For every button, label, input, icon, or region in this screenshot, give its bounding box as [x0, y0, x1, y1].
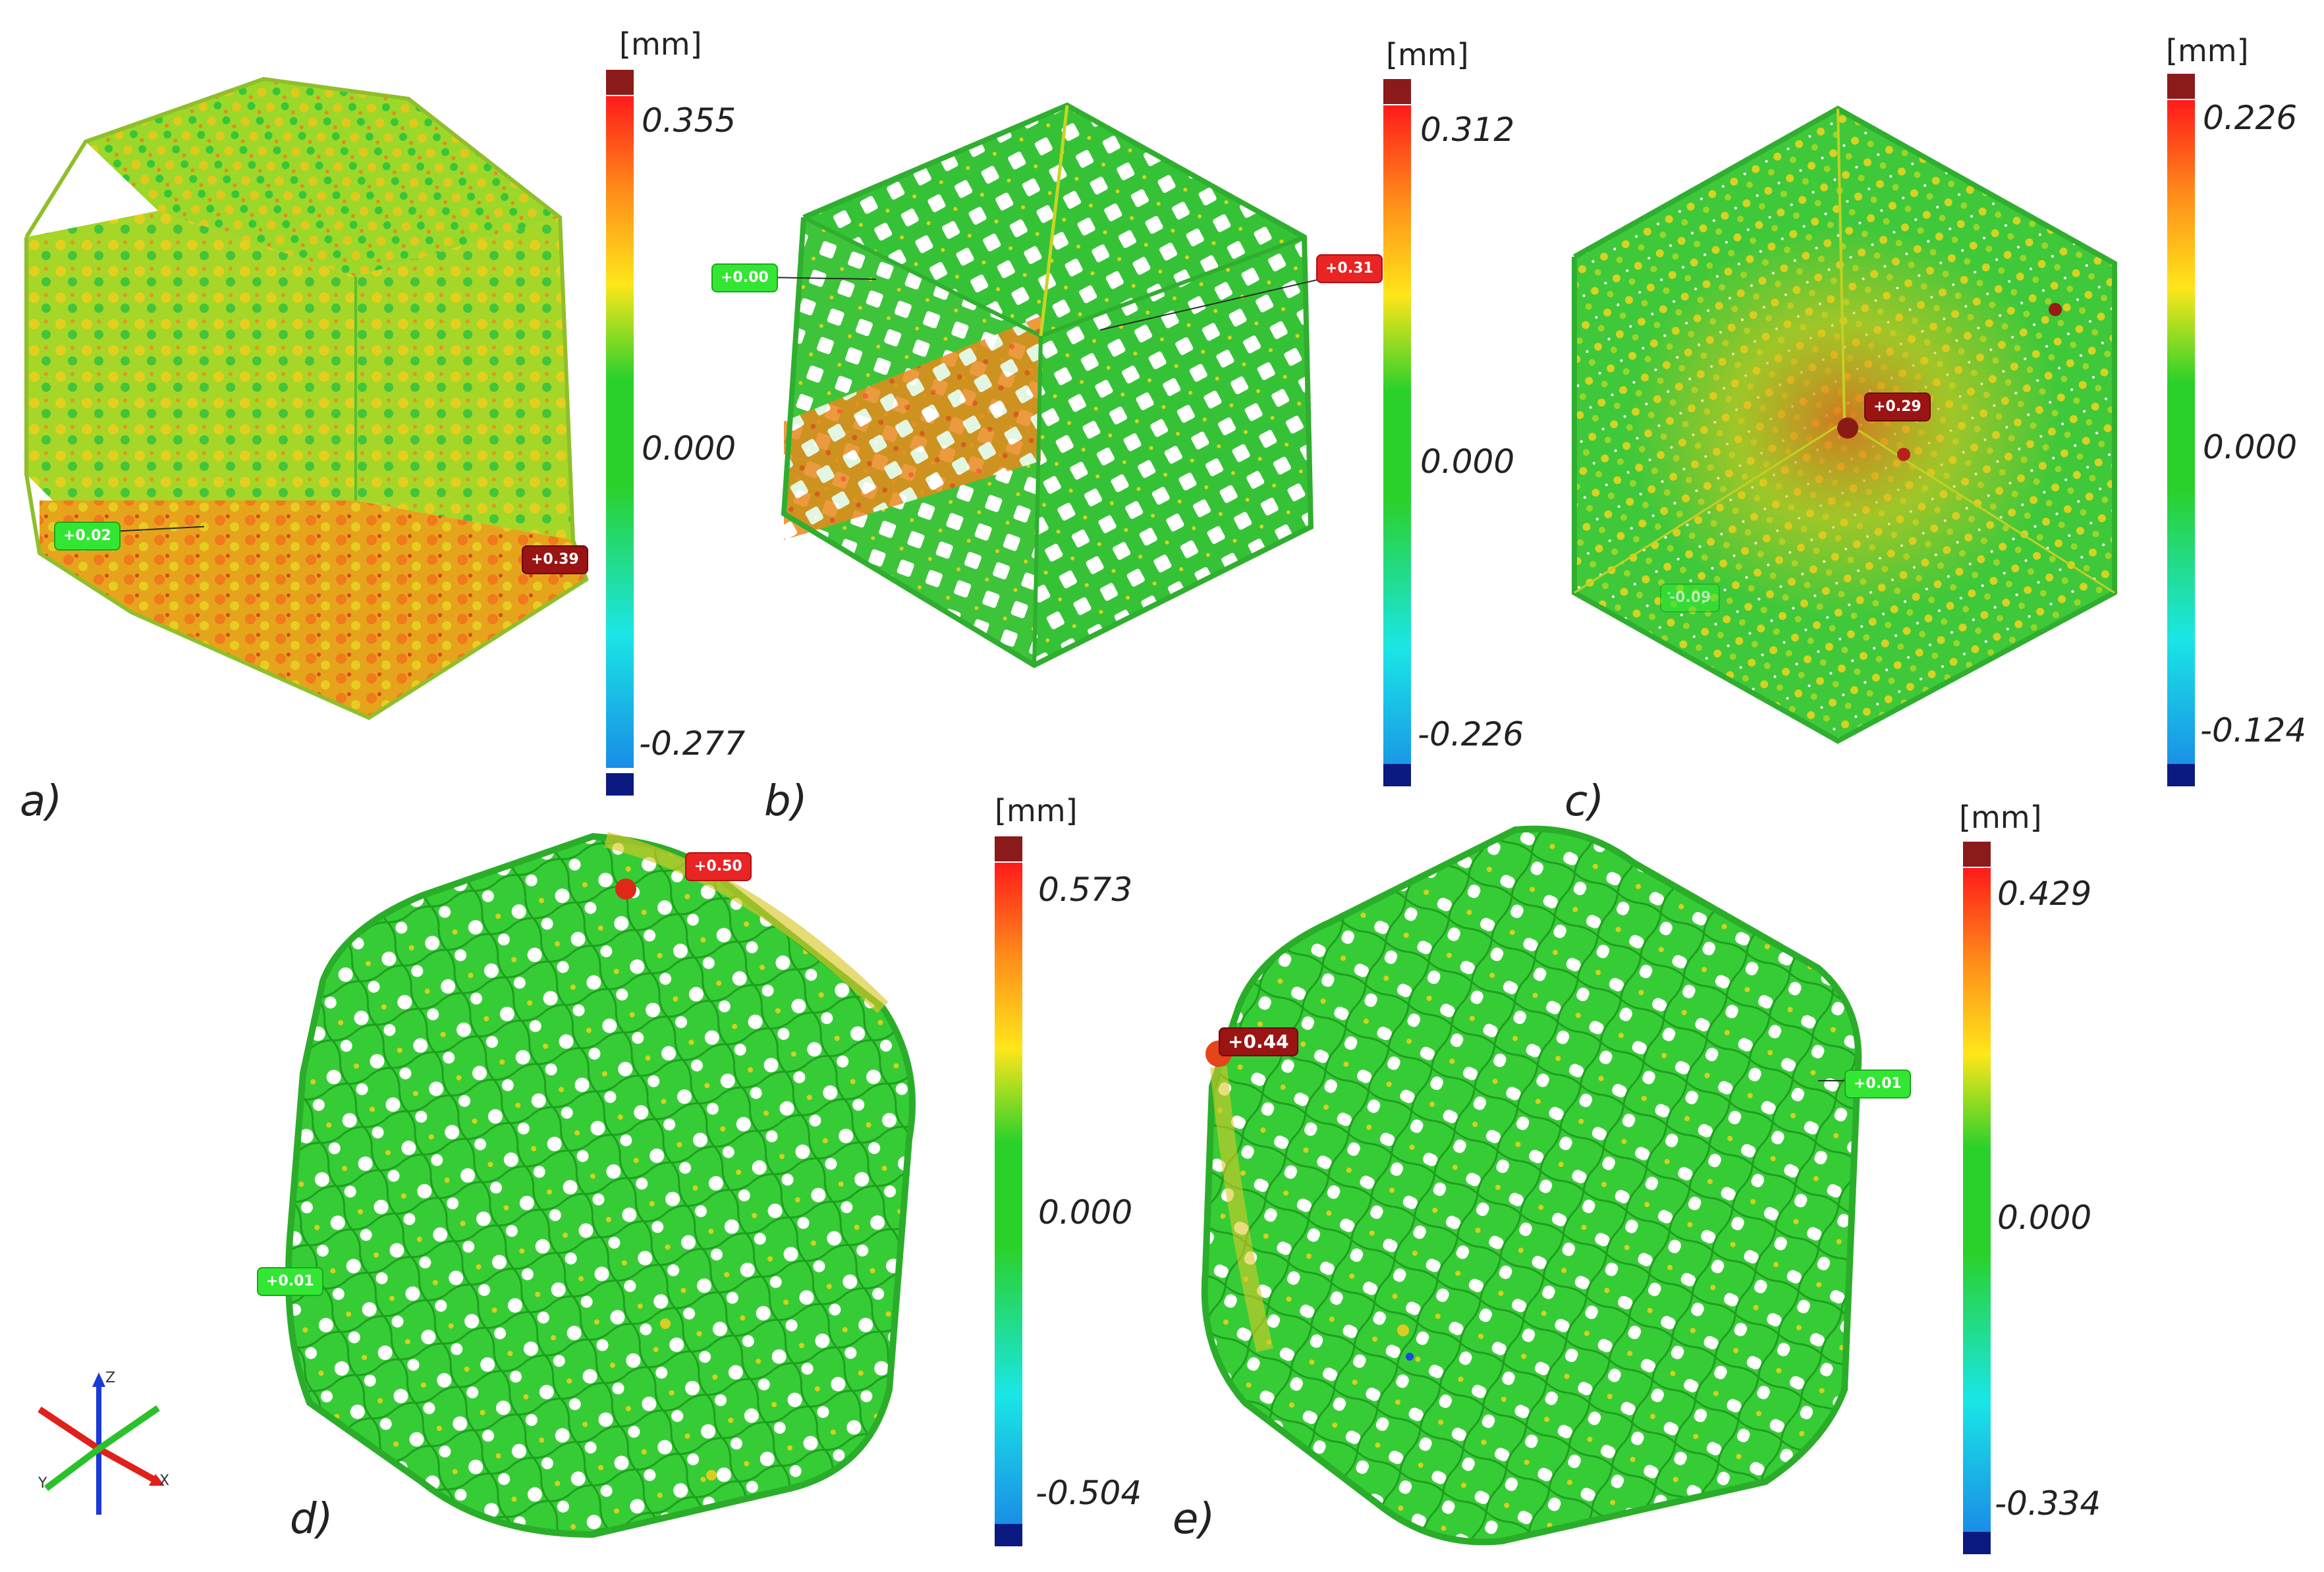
panel-label-c: c): [1564, 777, 1605, 826]
deviation-flag-c1: +0.29: [1864, 393, 1931, 421]
cube-deviation-map-c: [1572, 105, 2117, 744]
colorbar-c: [mm] 0.226 0.000 -0.124: [2161, 33, 2324, 797]
deviation-flag-b2: +0.31: [1316, 254, 1383, 283]
colorbar-unit-a: [mm]: [619, 26, 702, 62]
cube-deviation-map-b: [781, 102, 1314, 668]
axis-label-x: X: [159, 1473, 170, 1489]
panel-label-d: d): [290, 1495, 333, 1544]
panel-c: +0.29 -0.09 c): [1535, 0, 2161, 830]
colorbar-max-b: 0.312: [1420, 111, 1515, 149]
cube-deviation-map-e: [1201, 825, 1862, 1546]
deviation-flag-d1: +0.50: [685, 852, 752, 881]
deviation-flag-b1: +0.00: [711, 263, 778, 292]
colorbar-e: [mm] 0.429 0.000 -0.334: [1956, 800, 2128, 1563]
colorbar-gradient-b: [1383, 105, 1411, 784]
colorbar-b: [mm] 0.312 0.000 -0.226: [1383, 37, 1555, 801]
colorbar-gradient-a: [606, 96, 634, 768]
panel-e: +0.44 +0.01 e): [1159, 810, 1950, 1572]
panel-label-e: e): [1173, 1495, 1215, 1544]
colorbar-zero-c: 0.000: [2203, 428, 2298, 466]
colorbar-zero-a: 0.000: [642, 429, 736, 468]
colorbar-min-d: -0.504: [1036, 1474, 1142, 1512]
colorbar-min-swatch-e: [1963, 1532, 1991, 1554]
deviation-flag-d2: +0.01: [257, 1267, 323, 1296]
panel-d: +0.50 +0.01 d): [224, 810, 1001, 1572]
colorbar-max-swatch-a: [606, 70, 634, 95]
colorbar-max-swatch-b: [1383, 79, 1411, 104]
colorbar-gradient-c: [2167, 100, 2195, 772]
axis-label-z: Z: [105, 1370, 116, 1386]
deviation-flag-e1: +0.44: [1219, 1027, 1298, 1056]
colorbar-unit-b: [mm]: [1386, 37, 1469, 72]
cube-deviation-map-a: [24, 76, 589, 720]
colorbar-zero-d: 0.000: [1038, 1193, 1133, 1232]
colorbar-min-swatch-d: [995, 1524, 1022, 1546]
panel-b: +0.00 +0.31 b): [711, 0, 1403, 830]
cube-deviation-map-d: [285, 832, 916, 1538]
colorbar-min-c: -0.124: [2200, 711, 2307, 749]
colorbar-gradient-d: [995, 863, 1022, 1528]
colorbar-min-a: -0.277: [639, 724, 746, 763]
colorbar-gradient-e: [1963, 868, 1991, 1533]
deviation-flag-e2: +0.01: [1844, 1070, 1911, 1098]
deviation-flag-c2: -0.09: [1660, 583, 1721, 612]
colorbar-min-swatch-a: [606, 773, 634, 796]
colorbar-max-c: 0.226: [2203, 99, 2298, 137]
axes-icon: [38, 1372, 165, 1515]
colorbar-zero-e: 0.000: [1997, 1199, 2092, 1237]
colorbar-unit-d: [mm]: [995, 793, 1078, 828]
colorbar-min-swatch-c: [2167, 764, 2195, 786]
colorbar-max-swatch-e: [1963, 842, 1991, 867]
panel-a: +0.02 +0.39 a): [0, 0, 738, 830]
colorbar-max-swatch-d: [995, 836, 1022, 861]
colorbar-max-swatch-c: [2167, 74, 2195, 99]
coordinate-axes-triad: Z X Y: [33, 1370, 178, 1528]
colorbar-max-d: 0.573: [1038, 871, 1133, 909]
axis-label-y: Y: [38, 1475, 47, 1492]
colorbar-max-e: 0.429: [1997, 875, 2092, 913]
colorbar-d: [mm] 0.573 0.000 -0.504: [995, 793, 1166, 1557]
panel-label-a: a): [20, 777, 63, 826]
colorbar-min-b: -0.226: [1418, 715, 1524, 753]
colorbar-zero-b: 0.000: [1420, 443, 1515, 481]
deviation-flag-a1: +0.02: [54, 522, 121, 551]
colorbar-max-a: 0.355: [642, 101, 736, 140]
colorbar-min-swatch-b: [1383, 764, 1411, 786]
colorbar-a: [mm] 0.355 0.000 -0.277: [606, 26, 777, 796]
panel-label-b: b): [764, 777, 808, 826]
colorbar-min-e: -0.334: [1995, 1484, 2101, 1523]
colorbar-unit-c: [mm]: [2166, 33, 2249, 68]
deviation-flag-a2: +0.39: [522, 545, 588, 574]
colorbar-unit-e: [mm]: [1959, 800, 2042, 835]
